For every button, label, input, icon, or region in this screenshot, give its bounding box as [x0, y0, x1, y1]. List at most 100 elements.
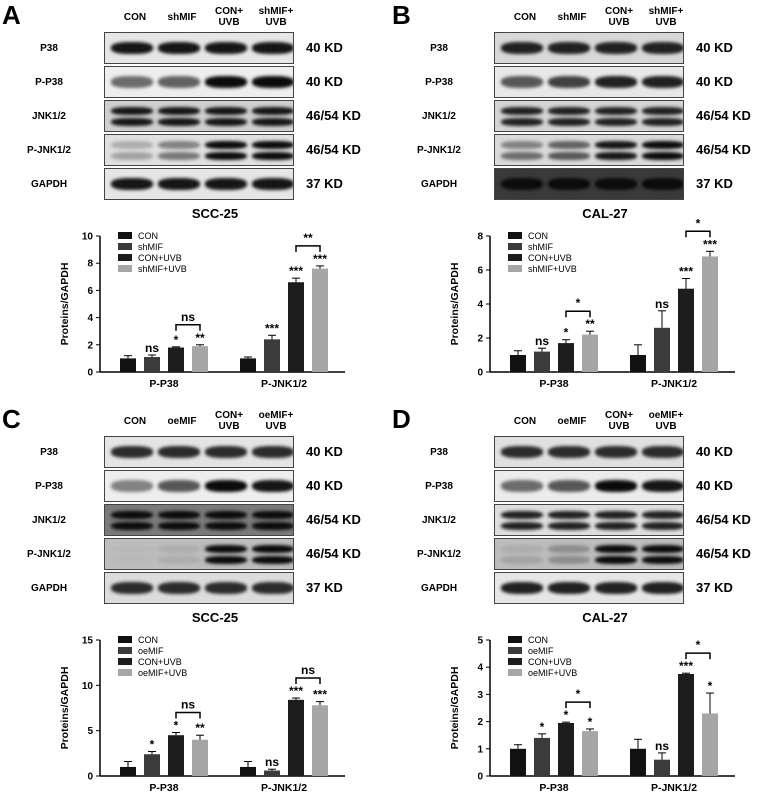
- blot-band: [252, 522, 293, 530]
- blot-band: [595, 545, 637, 553]
- lane-label: CON+ UVB: [214, 6, 244, 28]
- molecular-weight: 40 KD: [696, 74, 733, 89]
- y-axis-label: Proteins/GAPDH: [449, 263, 461, 346]
- blot-row: P-P38 40 KD: [390, 470, 780, 504]
- lane-label: shMIF+ UVB: [648, 6, 684, 28]
- y-tick-label: 1: [477, 744, 483, 755]
- lane-label: CON: [513, 12, 537, 23]
- lane-label: shMIF+ UVB: [258, 6, 294, 28]
- blot-band: [642, 522, 683, 530]
- y-tick-label: 3: [477, 690, 483, 701]
- lane-label: CON+ UVB: [604, 410, 634, 432]
- y-tick-label: 0: [87, 772, 93, 783]
- molecular-weight: 37 KD: [306, 580, 343, 595]
- blot-band: [111, 545, 153, 553]
- blot-row: P-P38 40 KD: [0, 66, 390, 100]
- significance-label: ns: [655, 739, 669, 753]
- blot-band: [158, 152, 200, 160]
- bracket-label: ns: [301, 663, 315, 677]
- blot-band: [111, 480, 153, 492]
- lane-label: CON: [513, 416, 537, 427]
- blot-protein-label: P-P38: [35, 77, 63, 88]
- legend-swatch: [508, 243, 522, 250]
- bar: [192, 739, 208, 776]
- blot-band: [205, 545, 247, 553]
- blot-protein-label: JNK1/2: [32, 515, 66, 526]
- bar: [312, 705, 328, 776]
- blot-protein-label: P-JNK1/2: [417, 549, 461, 560]
- comparison-bracket: [565, 310, 591, 318]
- blot-row: GAPDH 37 KD: [0, 572, 390, 606]
- blot-band: [252, 545, 293, 553]
- bar: [534, 737, 550, 776]
- legend-swatch: [118, 232, 132, 239]
- blot-row: P-P38 40 KD: [390, 66, 780, 100]
- blot-band: [205, 511, 247, 519]
- blot-band: [252, 76, 293, 88]
- blot-band: [158, 545, 200, 553]
- comparison-bracket: [175, 711, 201, 719]
- bracket-label: *: [576, 296, 581, 310]
- legend-swatch: [508, 254, 522, 261]
- blot-band: [252, 152, 293, 160]
- legend-label: CON+UVB: [138, 657, 182, 667]
- y-tick-label: 4: [477, 300, 483, 311]
- x-category-label: P-P38: [539, 378, 568, 390]
- y-tick-label: 10: [82, 232, 94, 243]
- blot-band: [548, 545, 590, 553]
- blot-protein-label: P38: [430, 447, 448, 458]
- blot-image: [104, 572, 294, 604]
- blot-band: [158, 522, 200, 530]
- blot-band: [642, 545, 683, 553]
- blot-band: [548, 152, 590, 160]
- blot-band: [548, 511, 590, 519]
- blot-row: P-JNK1/2 46/54 KD: [0, 134, 390, 168]
- significance-label: *: [588, 715, 593, 729]
- blot-band: [158, 107, 200, 115]
- molecular-weight: 46/54 KD: [306, 512, 361, 527]
- panel-a: A CON shMIF CON+ UVB shMIF+ UVB P38 40 KD P-P…: [0, 0, 390, 404]
- legend-label: CON+UVB: [138, 253, 182, 263]
- blot-band: [548, 480, 590, 492]
- legend-label: CON: [138, 231, 158, 241]
- bar: [534, 351, 550, 372]
- bar: [144, 754, 160, 776]
- blot-band: [205, 141, 247, 149]
- blot-protein-label: P-P38: [35, 481, 63, 492]
- blot-image: [104, 470, 294, 502]
- y-tick-label: 0: [477, 368, 483, 379]
- molecular-weight: 40 KD: [306, 40, 343, 55]
- blot-band: [595, 152, 637, 160]
- bar: [240, 358, 256, 372]
- blot-row: P38 40 KD: [390, 436, 780, 470]
- blot-band: [548, 107, 590, 115]
- blot-band: [642, 480, 683, 492]
- bracket-label: *: [696, 638, 701, 652]
- significance-label: *: [540, 720, 545, 734]
- bar: [240, 766, 256, 776]
- y-tick-label: 6: [87, 286, 93, 297]
- bar: [264, 339, 280, 372]
- bar: [630, 748, 646, 776]
- bar: [264, 770, 280, 776]
- blot-band: [111, 42, 153, 54]
- blot-band: [205, 76, 247, 88]
- bar: [510, 748, 526, 776]
- molecular-weight: 37 KD: [696, 176, 733, 191]
- blot-band: [501, 42, 543, 54]
- x-category-label: P-P38: [539, 782, 568, 794]
- blot-band: [642, 511, 683, 519]
- legend-swatch: [118, 669, 132, 676]
- legend-label: shMIF: [138, 242, 164, 252]
- blot-band: [595, 178, 637, 190]
- panel-label: A: [2, 0, 21, 30]
- y-tick-label: 2: [477, 334, 483, 345]
- legend-label: oeMIF: [528, 646, 554, 656]
- blot-row: GAPDH 37 KD: [390, 168, 780, 202]
- blot-row: JNK1/2 46/54 KD: [390, 100, 780, 134]
- blot-band: [595, 141, 637, 149]
- significance-label: ***: [313, 688, 327, 702]
